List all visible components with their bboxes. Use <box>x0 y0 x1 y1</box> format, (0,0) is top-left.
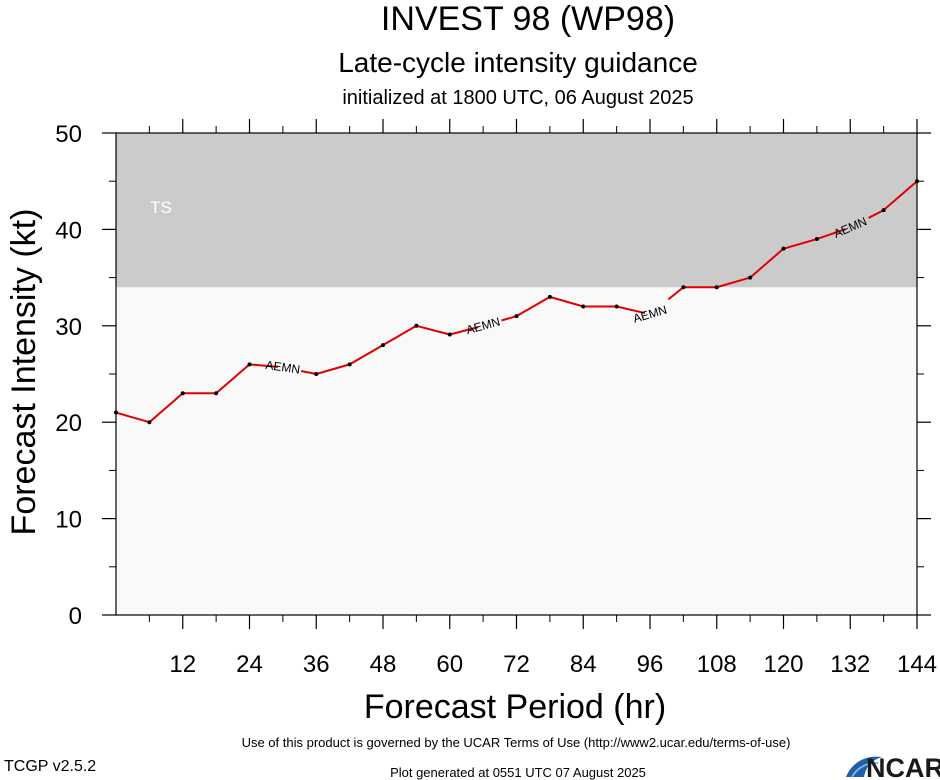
series-point <box>681 285 686 290</box>
x-tick-label: 132 <box>830 651 870 678</box>
series-segment <box>301 369 317 375</box>
series-segment <box>783 238 818 250</box>
series-label: AEMN <box>265 358 301 377</box>
x-tick-label: 144 <box>897 651 937 678</box>
series-point <box>114 410 118 415</box>
ncar-logo: NCAR <box>846 753 940 780</box>
band-label: TS <box>150 198 172 217</box>
x-tick-label: 12 <box>169 651 196 678</box>
series-segment <box>515 296 551 318</box>
series-point <box>881 208 886 213</box>
series-point <box>915 179 919 184</box>
chart-subtitle: Late-cycle intensity guidance <box>338 47 698 78</box>
series-segment <box>148 392 184 423</box>
axes: 12 24 36 48 60 72 84 96 108 120 132 144 0 10 20 30 40 50 <box>55 119 937 678</box>
series-segment <box>868 209 885 219</box>
series-segment <box>816 228 846 240</box>
series-segment <box>749 247 785 279</box>
series-segment <box>115 411 150 424</box>
series-point <box>447 332 452 337</box>
y-axis-label: Forecast Intensity (kt) <box>5 209 43 536</box>
chart-title: INVEST 98 (WP98) <box>381 0 675 38</box>
series-segment <box>716 276 751 289</box>
plot-background: TS <box>116 133 917 615</box>
series-segment <box>667 286 685 301</box>
series-point <box>748 275 753 280</box>
x-tick-label: 48 <box>370 651 397 678</box>
series-point <box>814 237 819 242</box>
y-tick-label: 20 <box>55 410 82 437</box>
terms-notice: Use of this product is governed by the U… <box>242 735 791 750</box>
series-segment <box>382 324 417 346</box>
x-tick-label: 36 <box>303 651 330 678</box>
y-tick-label: 30 <box>55 314 82 341</box>
series-segment <box>882 180 918 211</box>
band-ts <box>116 133 917 288</box>
series-point <box>547 294 552 299</box>
x-axis-label: Forecast Period (hr) <box>364 688 666 726</box>
series-point <box>347 362 352 367</box>
series-point <box>414 323 419 328</box>
series-segment <box>501 315 517 322</box>
series-segment <box>315 363 350 375</box>
x-tick-label: 96 <box>637 651 664 678</box>
y-tick-label: 40 <box>55 217 82 244</box>
series-point <box>147 420 152 425</box>
series-point <box>247 362 252 367</box>
series-segment <box>616 305 646 315</box>
init-time: initialized at 1800 UTC, 06 August 2025 <box>342 87 693 109</box>
series-segment <box>249 363 278 368</box>
series-point <box>381 343 385 348</box>
series-segment <box>349 344 384 366</box>
x-tick-label: 120 <box>763 651 803 678</box>
y-tick-label: 0 <box>69 603 82 630</box>
series-point <box>214 391 219 396</box>
generated-time: Plot generated at 0551 UTC 07 August 202… <box>390 765 646 780</box>
x-tick-label: 60 <box>436 651 463 678</box>
series-segment <box>215 363 251 395</box>
series-point <box>581 304 586 309</box>
x-tick-label: 24 <box>236 651 263 678</box>
series-point <box>180 391 185 396</box>
y-tick-label: 10 <box>55 507 82 534</box>
series-point <box>514 314 519 319</box>
series-point <box>714 285 719 290</box>
series-point <box>314 372 319 376</box>
x-tick-label: 72 <box>503 651 530 678</box>
version-label: TCGP v2.5.2 <box>4 758 96 775</box>
below-band-area <box>116 287 917 615</box>
y-tick-label: 50 <box>55 121 82 148</box>
ncar-logo-text: NCAR <box>866 753 940 780</box>
series-segment <box>416 324 451 336</box>
series-point <box>614 304 619 309</box>
series-segment <box>449 326 479 336</box>
series-point <box>781 246 786 251</box>
x-tick-label: 84 <box>570 651 597 678</box>
x-tick-label: 108 <box>697 651 737 678</box>
series-segment <box>549 295 584 308</box>
